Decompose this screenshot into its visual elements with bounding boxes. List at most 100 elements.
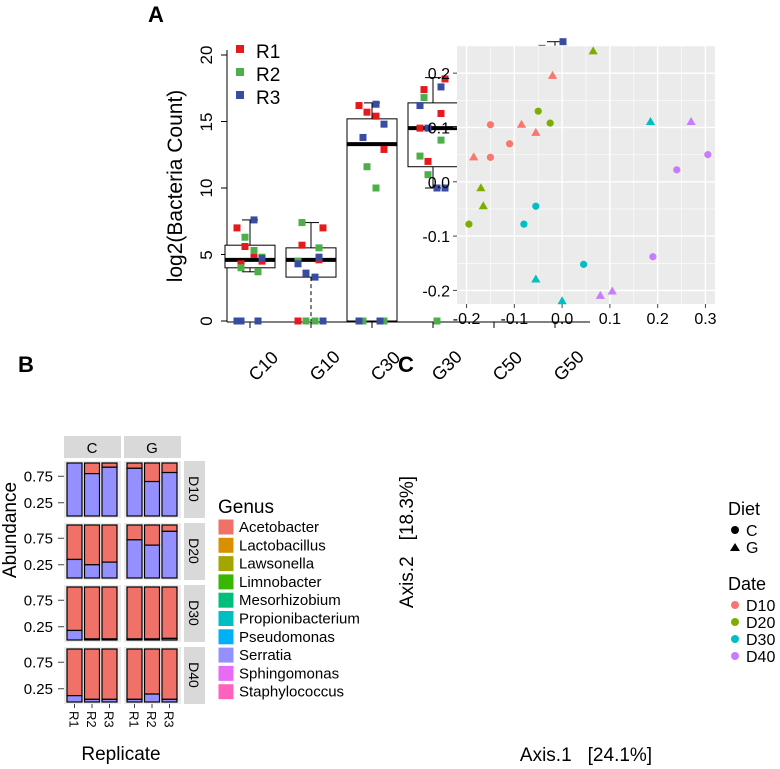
- data-point: [315, 244, 323, 252]
- bar-segment-serratia: [66, 695, 83, 703]
- x-tick-label: C10: [245, 347, 282, 384]
- data-point: [302, 317, 310, 325]
- y-tick-label: -0.2: [422, 283, 450, 300]
- box: [285, 247, 337, 278]
- scatter-point-circle: [505, 140, 514, 148]
- legend-swatch: [217, 610, 235, 627]
- data-point: [237, 264, 245, 272]
- bar-segment-serratia: [83, 473, 101, 517]
- legend-label: Lawsonella: [239, 556, 315, 573]
- x-tick-label: 0.3: [694, 311, 716, 328]
- legend-title: Genus: [218, 497, 274, 518]
- strip-date-d20: [184, 523, 205, 580]
- x-tick-label: -0.2: [453, 311, 481, 328]
- bar-segment-acetobacter: [101, 462, 118, 468]
- data-point: [372, 184, 380, 192]
- legend-label-g: G: [746, 540, 758, 557]
- strip-label-d10: D10: [186, 476, 202, 502]
- legend-label: D40: [746, 649, 775, 666]
- data-point: [433, 317, 441, 325]
- strip-label-d30: D30: [186, 600, 202, 626]
- x-tick-label: R1: [67, 711, 82, 728]
- data-point: [420, 94, 428, 102]
- bar-segment-acetobacter: [126, 462, 143, 469]
- bar-segment-serratia: [143, 693, 161, 703]
- legend-label: D30: [746, 632, 775, 649]
- box: [407, 102, 459, 168]
- x-ticks: -0.2 -0.1 0.0 0.1 0.2 0.3: [453, 304, 717, 328]
- data-point: [376, 317, 384, 325]
- legend-swatch: [217, 536, 235, 554]
- bar-segment-acetobacter: [83, 462, 101, 475]
- y-tick-label: 10: [197, 179, 216, 198]
- strip-diet-g: [124, 436, 181, 458]
- data-point: [315, 253, 323, 261]
- data-point: [420, 86, 428, 94]
- x-axis-label: Axis.1 [24.1%]: [520, 745, 652, 766]
- y-tick-label: 0: [197, 316, 216, 325]
- legend-label: Acetobacter: [239, 519, 319, 536]
- bar-segment-serratia: [143, 638, 161, 641]
- x-tick-label: G30: [428, 347, 466, 385]
- strip-label-d20: D20: [186, 538, 202, 564]
- legend-label: Mesorhizobium: [239, 592, 341, 609]
- y-ticks: 0.2 0.1 0.0 -0.1 -0.2: [422, 66, 457, 300]
- bar-segment-acetobacter: [83, 586, 101, 640]
- diet-legend: Diet C G: [728, 499, 760, 557]
- legend-swatch-r3: [236, 91, 244, 99]
- legend-title-diet: Diet: [728, 499, 760, 519]
- bar-segment-acetobacter: [66, 586, 83, 632]
- y-tick-label: 0.0: [428, 175, 450, 192]
- legend-shape-g: [730, 543, 740, 551]
- strip-date-d40: [184, 647, 205, 704]
- data-point: [437, 136, 445, 144]
- data-point: [380, 120, 388, 128]
- legend-swatch: [217, 683, 235, 701]
- gridlines: [457, 45, 715, 304]
- legend-shape-c: [731, 526, 739, 534]
- bar-segment-serratia: [66, 462, 83, 517]
- bar-segment-acetobacter: [161, 586, 178, 640]
- x-axis-pct: [24.1%]: [588, 745, 652, 766]
- y-axis-label: log2(Bacteria Count): [164, 90, 187, 283]
- scatter-point-triangle: [469, 152, 479, 161]
- bar-segment-serratia: [101, 638, 118, 641]
- strip-label-d40: D40: [186, 662, 202, 688]
- data-point: [250, 247, 258, 255]
- scatter-point-circle: [673, 166, 681, 174]
- facet-bars: [64, 461, 181, 704]
- legend-label: D10: [746, 598, 775, 615]
- data-point: [433, 184, 441, 192]
- data-point: [241, 243, 249, 251]
- y-tick-label: 0.1: [428, 120, 450, 137]
- data-point: [250, 216, 258, 224]
- data-point: [298, 241, 306, 249]
- data-point: [441, 75, 449, 83]
- bar-segment-acetobacter: [66, 648, 83, 697]
- legend-label: Limnobacter: [239, 574, 322, 591]
- replicate-legend: R1 R2 R3: [236, 42, 280, 109]
- bar-segment-serratia: [161, 530, 178, 579]
- scatter-point-circle: [520, 220, 528, 228]
- y-tick-label: 0.25: [24, 619, 53, 636]
- data-point: [437, 110, 445, 118]
- points: [465, 46, 712, 305]
- y-tick-label: 15: [197, 113, 216, 132]
- box: [346, 118, 398, 322]
- facet-strips: C G D10 D20 D30 D40: [64, 436, 205, 704]
- y-ticks: 0 5 10 15 20: [197, 46, 227, 326]
- scatter-point-circle: [704, 151, 712, 159]
- y-tick-label: 0.75: [24, 592, 53, 609]
- bar-segment-serratia: [126, 698, 143, 703]
- bar-segment-serratia: [126, 638, 143, 641]
- strip-date-d30: [184, 585, 205, 642]
- x-tick-label: C50: [489, 347, 526, 384]
- y-axis-label: Abundance: [0, 482, 21, 578]
- bar-segment-serratia: [161, 698, 178, 703]
- x-tick-label: R2: [144, 711, 159, 728]
- legend-swatch: [731, 652, 739, 660]
- bar-segment-acetobacter: [143, 648, 161, 695]
